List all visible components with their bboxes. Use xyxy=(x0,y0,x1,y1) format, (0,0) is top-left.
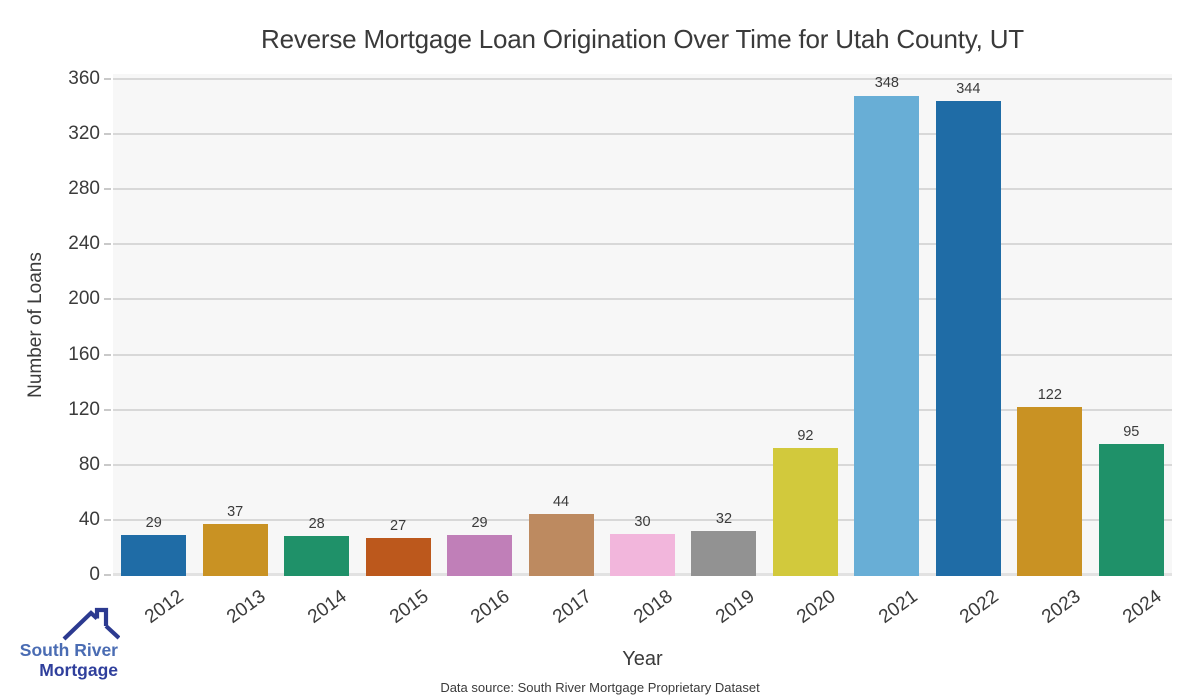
bar-value-label-2018: 30 xyxy=(634,513,651,530)
bar-value-label-2015: 27 xyxy=(390,517,407,534)
bar-value-label-2023: 122 xyxy=(1037,386,1062,403)
y-axis-label: Number of Loans xyxy=(25,252,46,398)
ytick-label-120: 120 xyxy=(68,398,100,420)
data-source-note: Data source: South River Mortgage Propri… xyxy=(440,680,760,695)
xtick-label-2013: 2013 xyxy=(222,586,270,628)
ytick-mark-0 xyxy=(104,574,111,576)
ytick-label-40: 40 xyxy=(78,508,100,530)
xtick-label-2019: 2019 xyxy=(711,586,759,628)
bar-value-label-2019: 32 xyxy=(715,510,733,527)
bar-value-label-2016: 29 xyxy=(471,515,488,532)
gridline-y-360 xyxy=(113,77,1172,80)
bar-value-label-2014: 28 xyxy=(308,516,325,533)
bar-2016 xyxy=(447,535,513,576)
bar-2014 xyxy=(284,536,350,576)
xtick-label-2018: 2018 xyxy=(630,586,677,628)
chart-title: Reverse Mortgage Loan Origination Over T… xyxy=(261,24,1024,54)
bar-2017 xyxy=(528,514,594,576)
bar-2023 xyxy=(1017,406,1083,576)
gridline-y-320 xyxy=(113,133,1172,136)
logo-text-mortgage: Mortgage xyxy=(39,660,118,680)
xtick-label-2024: 2024 xyxy=(1119,586,1166,628)
xtick-label-2021: 2021 xyxy=(874,586,922,628)
bar-2015 xyxy=(365,537,431,576)
xtick-label-2017: 2017 xyxy=(548,586,596,628)
logo-text-south-river: South River xyxy=(19,640,118,660)
ytick-label-360: 360 xyxy=(68,67,100,89)
ytick-label-320: 320 xyxy=(68,123,100,145)
bar-2019 xyxy=(691,530,757,576)
xtick-label-2023: 2023 xyxy=(1037,586,1085,628)
x-axis-label: Year xyxy=(622,648,663,670)
bar-value-label-2022: 344 xyxy=(956,81,981,97)
south-river-mortgage-logo: South River Mortgage xyxy=(16,604,120,688)
gridline-y-200 xyxy=(113,298,1172,301)
ytick-mark-240 xyxy=(104,243,111,246)
ytick-label-200: 200 xyxy=(68,288,100,310)
ytick-label-280: 280 xyxy=(68,178,100,200)
house-roof-chimney-icon xyxy=(62,607,120,641)
bar-value-label-2017: 44 xyxy=(552,494,570,511)
bar-value-label-2021: 348 xyxy=(874,75,899,92)
gridline-y-160 xyxy=(113,353,1172,356)
bar-2024 xyxy=(1098,444,1164,576)
xtick-label-2014: 2014 xyxy=(304,586,351,628)
bar-2018 xyxy=(610,533,675,576)
ytick-label-0: 0 xyxy=(89,564,100,585)
bar-2013 xyxy=(202,524,268,576)
ytick-label-80: 80 xyxy=(78,453,100,475)
bar-value-label-2013: 37 xyxy=(227,504,244,521)
ytick-label-160: 160 xyxy=(68,343,100,365)
ytick-mark-200 xyxy=(104,298,111,301)
bar-2022 xyxy=(935,101,1001,576)
ytick-mark-280 xyxy=(104,188,111,191)
ytick-mark-40 xyxy=(104,518,111,521)
gridline-y-40 xyxy=(113,518,1172,521)
bar-2021 xyxy=(854,95,920,576)
xtick-label-2022: 2022 xyxy=(956,586,1003,628)
ytick-mark-80 xyxy=(104,463,111,466)
ytick-mark-120 xyxy=(104,408,111,411)
bar-value-label-2024: 95 xyxy=(1123,424,1140,441)
ytick-mark-360 xyxy=(104,77,111,80)
gridline-y-80 xyxy=(113,463,1172,466)
xtick-label-2020: 2020 xyxy=(793,586,840,628)
ytick-label-240: 240 xyxy=(68,233,100,255)
plot-area xyxy=(113,74,1172,576)
bar-value-label-2020: 92 xyxy=(797,428,814,445)
bar-2020 xyxy=(772,448,838,576)
gridline-y-120 xyxy=(113,408,1172,411)
xtick-label-2016: 2016 xyxy=(467,586,514,628)
bar-value-label-2012: 29 xyxy=(145,515,162,532)
xtick-label-2012: 2012 xyxy=(141,586,189,628)
gridline-y-240 xyxy=(113,243,1172,246)
ytick-mark-160 xyxy=(104,353,111,356)
ytick-mark-320 xyxy=(104,133,111,136)
xtick-label-2015: 2015 xyxy=(385,586,433,628)
gridline-y-280 xyxy=(113,188,1172,191)
bar-2012 xyxy=(121,535,187,576)
